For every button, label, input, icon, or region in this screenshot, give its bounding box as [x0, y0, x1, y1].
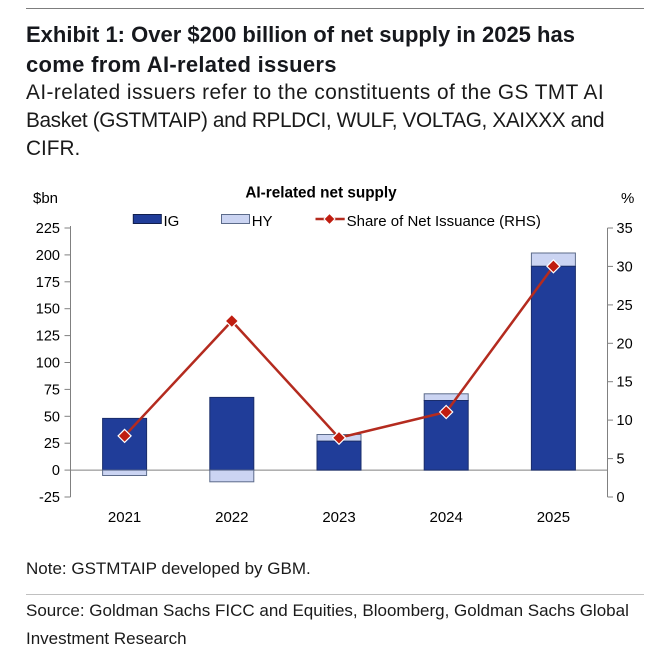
svg-text:5: 5 — [617, 452, 625, 468]
svg-text:20: 20 — [617, 336, 633, 352]
svg-text:25: 25 — [44, 436, 60, 452]
svg-text:$bn: $bn — [33, 190, 58, 207]
svg-text:10: 10 — [617, 413, 633, 429]
svg-text:75: 75 — [44, 382, 60, 398]
svg-text:Share of Net Issuance (RHS): Share of Net Issuance (RHS) — [347, 213, 541, 230]
svg-text:IG: IG — [164, 213, 180, 230]
svg-text:2022: 2022 — [215, 509, 248, 526]
svg-text:HY: HY — [252, 213, 273, 230]
svg-text:100: 100 — [36, 356, 60, 372]
svg-text:15: 15 — [617, 375, 633, 391]
svg-text:35: 35 — [617, 221, 633, 237]
svg-text:2025: 2025 — [537, 509, 570, 526]
svg-text:200: 200 — [36, 248, 60, 264]
svg-text:-25: -25 — [39, 490, 60, 506]
svg-text:0: 0 — [52, 463, 60, 479]
svg-text:175: 175 — [36, 275, 60, 291]
svg-text:AI-related net supply: AI-related net supply — [245, 185, 397, 202]
svg-text:0: 0 — [617, 490, 625, 506]
svg-text:2021: 2021 — [108, 509, 141, 526]
svg-text:25: 25 — [617, 298, 633, 314]
svg-text:225: 225 — [36, 221, 60, 237]
svg-text:150: 150 — [36, 302, 60, 318]
svg-text:30: 30 — [617, 259, 633, 275]
svg-text:2024: 2024 — [430, 509, 463, 526]
svg-text:50: 50 — [44, 409, 60, 425]
svg-text:125: 125 — [36, 329, 60, 345]
svg-text:%: % — [621, 190, 634, 207]
svg-text:2023: 2023 — [322, 509, 355, 526]
